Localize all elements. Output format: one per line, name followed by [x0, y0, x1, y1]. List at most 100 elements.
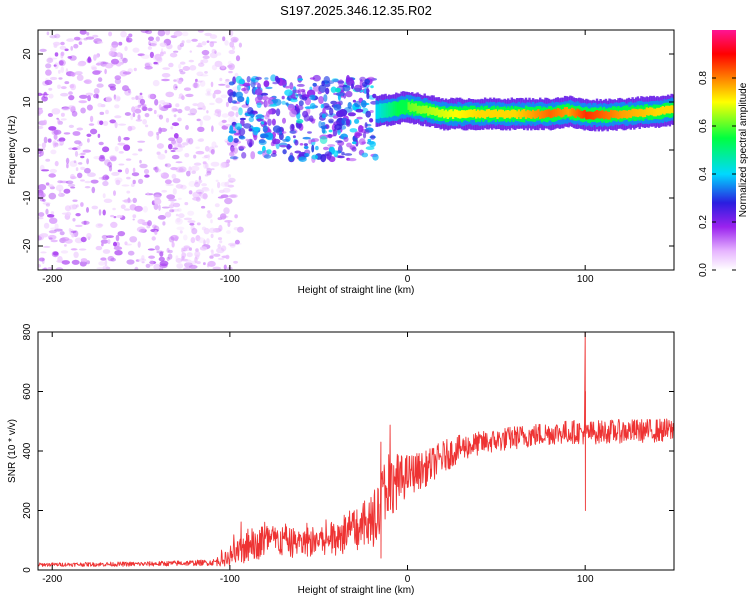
transition-blob — [254, 88, 263, 96]
noise-blob — [102, 249, 111, 254]
noise-blob — [139, 92, 143, 96]
noise-blob — [94, 54, 100, 59]
noise-blob — [87, 138, 90, 143]
signal-track-cell — [530, 111, 533, 119]
noise-blob — [206, 167, 212, 174]
noise-blob — [158, 267, 163, 270]
noise-blob — [132, 197, 137, 203]
transition-blob — [269, 104, 278, 107]
noise-blob — [225, 101, 229, 108]
noise-blob — [179, 71, 186, 75]
noise-blob — [116, 214, 123, 219]
noise-blob — [208, 227, 216, 234]
noise-blob — [211, 188, 214, 195]
noise-blob — [91, 205, 99, 210]
noise-blob — [168, 249, 173, 254]
transition-blob — [336, 110, 345, 118]
noise-blob — [198, 138, 205, 142]
noise-blob — [184, 106, 191, 111]
y-tick-label: 0 — [22, 567, 33, 573]
x-tick-label: 0 — [405, 574, 411, 585]
noise-blob — [213, 89, 222, 95]
noise-blob — [156, 57, 162, 62]
noise-blob — [202, 188, 210, 192]
noise-blob — [139, 104, 147, 107]
transition-blob — [324, 105, 332, 110]
noise-blob — [39, 48, 47, 53]
transition-blob — [370, 85, 374, 89]
noise-blob — [166, 194, 176, 200]
noise-blob — [214, 60, 223, 68]
noise-blob — [161, 206, 170, 209]
signal-track-cell — [464, 110, 467, 119]
noise-blob — [222, 36, 226, 42]
transition-blob — [315, 145, 319, 151]
signal-track-cell — [382, 103, 385, 118]
noise-blob — [224, 197, 233, 205]
noise-blob — [181, 95, 185, 101]
noise-blob — [46, 31, 50, 36]
noise-blob — [74, 150, 79, 157]
noise-blob — [98, 261, 106, 266]
noise-blob — [68, 95, 75, 101]
noise-blob — [144, 62, 152, 68]
noise-blob — [160, 172, 169, 179]
noise-blob — [98, 177, 104, 180]
noise-blob — [183, 234, 188, 241]
signal-track-cell — [459, 110, 462, 119]
noise-blob — [181, 142, 189, 146]
noise-blob — [86, 207, 89, 213]
noise-blob — [189, 108, 198, 115]
signal-track-cell — [633, 108, 636, 117]
noise-blob — [175, 255, 179, 260]
signal-track-cell — [508, 110, 512, 119]
signal-track-cell — [597, 110, 600, 119]
transition-blob — [321, 113, 326, 119]
transition-blob — [263, 154, 272, 159]
noise-blob — [122, 57, 128, 64]
noise-blob — [173, 30, 183, 37]
signal-track-cell — [613, 110, 616, 118]
noise-blob — [171, 107, 176, 113]
transition-blob — [257, 83, 261, 90]
transition-blob — [362, 132, 367, 139]
noise-blob — [154, 99, 159, 106]
noise-blob — [114, 177, 123, 183]
noise-blob — [147, 130, 154, 137]
signal-track-cell — [592, 112, 595, 120]
noise-blob — [112, 207, 116, 211]
noise-blob — [225, 254, 230, 260]
transition-blob — [337, 129, 341, 135]
transition-blob — [267, 118, 272, 127]
signal-track-cell — [476, 109, 480, 118]
noise-blob — [141, 54, 150, 59]
transition-blob — [229, 125, 234, 134]
noise-blob — [114, 75, 122, 81]
transition-blob — [369, 141, 376, 148]
noise-blob — [230, 194, 238, 199]
noise-blob — [71, 259, 80, 265]
signal-track-cell — [432, 107, 435, 115]
transition-blob — [323, 146, 329, 151]
noise-blob — [134, 266, 139, 270]
noise-blob — [185, 93, 194, 98]
noise-blob — [193, 162, 202, 166]
noise-blob — [152, 79, 160, 87]
transition-blob — [227, 135, 234, 143]
signal-track-cell — [540, 110, 544, 119]
noise-blob — [52, 142, 56, 149]
x-tick-label: -200 — [42, 274, 62, 285]
noise-blob — [45, 158, 51, 162]
signal-track-cell — [507, 110, 510, 118]
noise-blob — [126, 190, 131, 194]
noise-blob — [108, 50, 115, 57]
noise-blob — [86, 104, 93, 111]
noise-blob — [132, 218, 135, 221]
noise-blob — [76, 204, 79, 208]
noise-blob — [202, 161, 207, 165]
transition-blob — [266, 149, 272, 155]
noise-blob — [71, 234, 75, 238]
noise-blob — [48, 126, 57, 131]
noise-blob — [124, 241, 128, 246]
noise-blob — [101, 176, 105, 181]
